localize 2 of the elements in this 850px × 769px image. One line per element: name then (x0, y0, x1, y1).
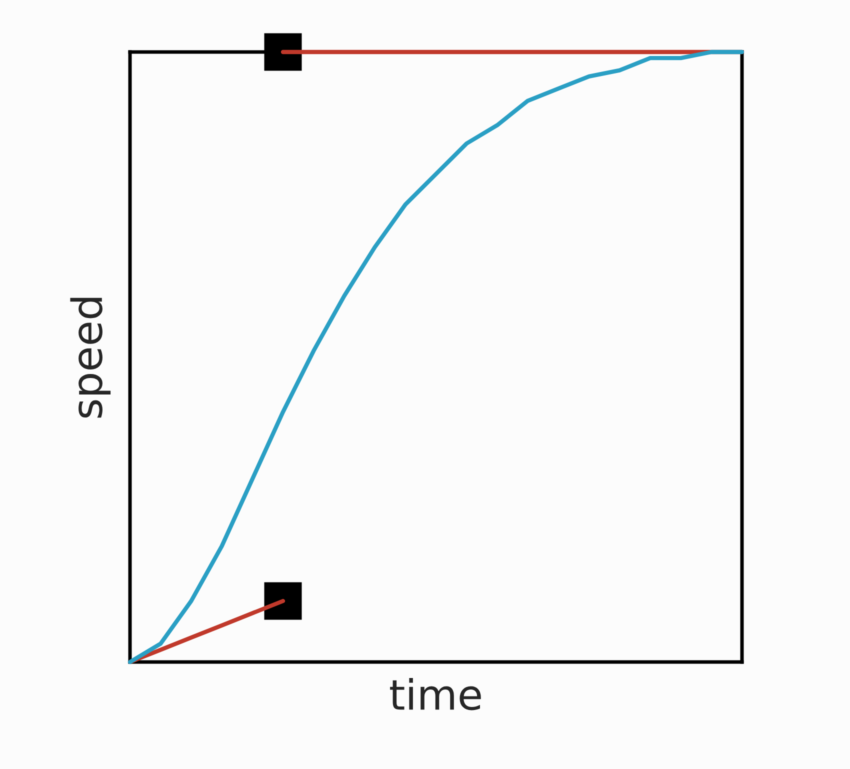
y-axis-title: speed (70, 298, 111, 418)
x-axis-title: time (390, 678, 481, 710)
